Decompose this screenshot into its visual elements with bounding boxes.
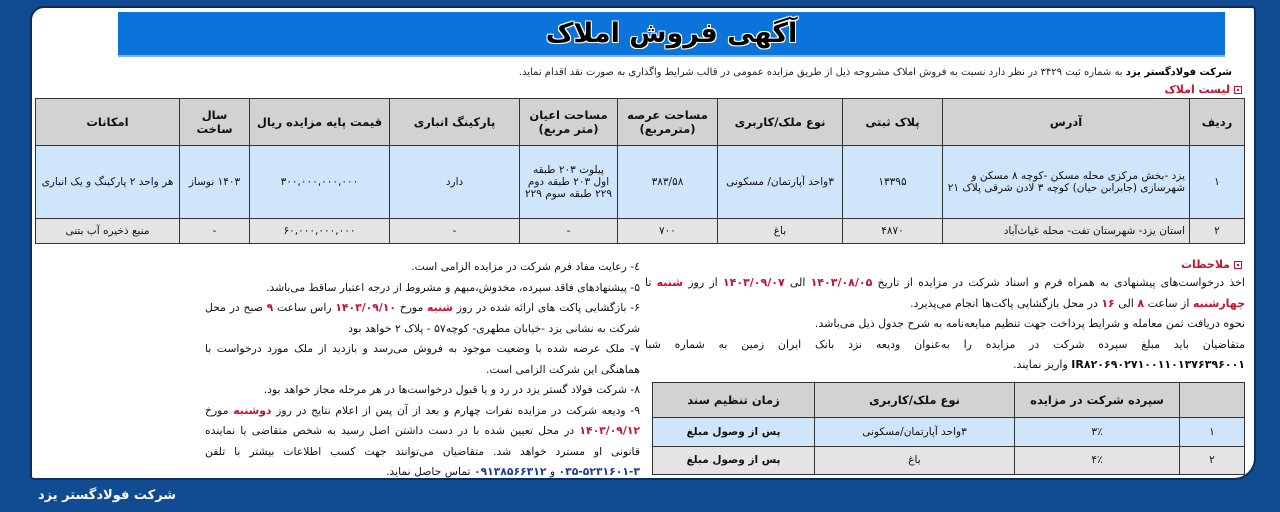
table-row: ۱ ۳٪ ۳واحد آپارتمان/مسکونی پس از وصول مبلغ (652, 417, 1245, 447)
mobile-number: ۰۹۱۳۸۵۶۶۳۱۲ (473, 465, 547, 478)
table-header-row: سپرده شرکت در مزایده نوع ملک/کاربری زمان ت… (652, 382, 1245, 418)
page-title: آگهی فروش املاک (545, 18, 798, 49)
note-payment: نحوه دریافت ثمن معامله و شرایط پرداخت جه… (814, 317, 1245, 330)
term-9: ۹- ودیعه شرکت در مزایده نفرات چهارم و بع… (205, 403, 640, 479)
notes-text: اخذ درخواست‌های پیشنهادی به همراه فرم و … (645, 273, 1245, 376)
table-row: ۲ ۴٪ باغ پس از وصول مبلغ (652, 445, 1245, 475)
terms-list: ٤- رعایت مفاد فرم شرکت در مزایده الزامی … (205, 257, 640, 483)
bullet-icon (1234, 85, 1242, 94)
footer-company-name: شرکت فولادگستر یزد (38, 488, 177, 503)
term-6: ۶- بازگشایی پاکت های ارائه شده در روز شن… (205, 301, 640, 335)
term-7: ۷- ملک عرضه شده با وضعیت موجود به فروش م… (205, 342, 640, 376)
note-submission-period: اخذ درخواست‌های پیشنهادی به همراه فرم و … (645, 276, 1245, 310)
term-5: ۵- پیشنهادهای فاقد سپرده، مخدوش،مبهم و م… (265, 280, 640, 294)
property-table: ردیف آدرس پلاک ثبتی نوع ملک/کاربری مساحت عرص… (35, 98, 1245, 244)
deposit-table: سپرده شرکت در مزایده نوع ملک/کاربری زمان ت… (652, 382, 1245, 475)
term-4: ٤- رعایت مفاد فرم شرکت در مزایده الزامی … (411, 260, 640, 273)
table-row: ۱ یزد -بخش مرکزی محله مسکن -کوچه ۸ مسکن و… (35, 145, 1245, 219)
note-deposit: متقاضیان باید مبلغ سپرده شرکت در مزایده … (645, 337, 1245, 372)
table-row: ۲ استان یزد- شهرستان تفت- محله غیاث‌آباد ۴… (35, 218, 1245, 244)
title-bar: آگهی فروش املاک (118, 12, 1225, 57)
bullet-icon (1234, 260, 1242, 269)
property-list-heading: لیست املاک (1165, 83, 1242, 96)
notes-heading: ملاحظات (1181, 258, 1242, 271)
intro-text: شرکت فولادگستر یزد به شماره ثبت ۳۴۲۹ در … (518, 67, 1232, 78)
phone-number: ۳-۵۲۳۱۶۰۱-۰۳۵ (558, 465, 640, 478)
term-8: ۸- شرکت فولاد گستر یزد در رد و یا قبول د… (263, 383, 640, 396)
table-header-row: ردیف آدرس پلاک ثبتی نوع ملک/کاربری مساحت عرص… (35, 98, 1245, 146)
